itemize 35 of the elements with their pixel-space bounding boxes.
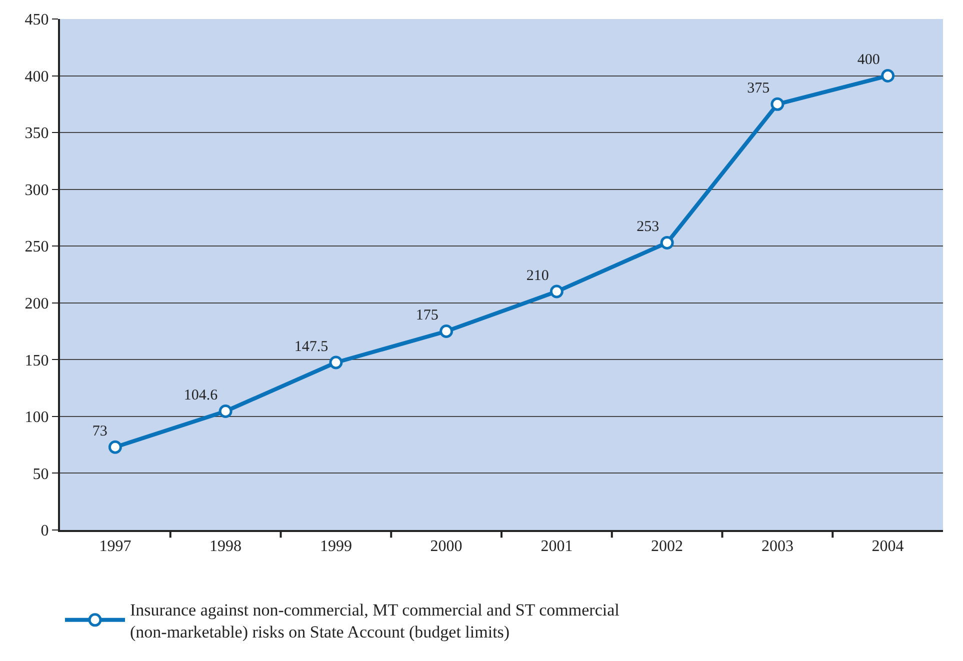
x-tick-label: 2004 — [872, 538, 904, 556]
y-tick-label: 150 — [24, 352, 49, 370]
x-tick-label: 2002 — [651, 538, 684, 556]
y-tick-label: 450 — [24, 12, 49, 29]
x-tick-label: 2001 — [540, 538, 573, 556]
x-tick-label: 2003 — [761, 538, 794, 556]
x-tick-label: 2000 — [430, 538, 462, 556]
data-label: 375 — [747, 80, 770, 97]
y-tick-label: 250 — [24, 238, 49, 256]
point — [440, 324, 454, 338]
y-tick-label: 200 — [24, 295, 49, 312]
y-tick-label: 50 — [32, 466, 49, 483]
legend-label: Insurance against non-commercial, MT commercial and ST commercial (non-marketable) risks on State Account (budget limits) — [130, 600, 620, 642]
data-label: 210 — [526, 268, 549, 284]
data-label: 253 — [636, 219, 660, 236]
x-tick-label: 1997 — [99, 538, 132, 556]
point — [660, 236, 674, 250]
data-label: 104.6 — [184, 388, 218, 404]
point — [218, 404, 232, 418]
data-label: 73 — [92, 423, 108, 440]
data-label: 147.5 — [294, 338, 328, 355]
point — [881, 69, 895, 83]
data-label: 400 — [857, 52, 880, 68]
y-tick-label: 100 — [24, 409, 49, 426]
point — [329, 356, 343, 370]
point — [108, 440, 122, 454]
y-tick-label: 0 — [40, 522, 49, 540]
point — [770, 97, 784, 111]
y-tick-label: 400 — [24, 68, 49, 86]
x-tick-label: 1999 — [320, 538, 352, 556]
x-tick-label: 1998 — [210, 538, 242, 556]
point — [550, 284, 564, 298]
data-label: 175 — [416, 308, 438, 324]
y-tick-label: 350 — [24, 125, 49, 142]
y-tick-label: 300 — [24, 182, 49, 199]
